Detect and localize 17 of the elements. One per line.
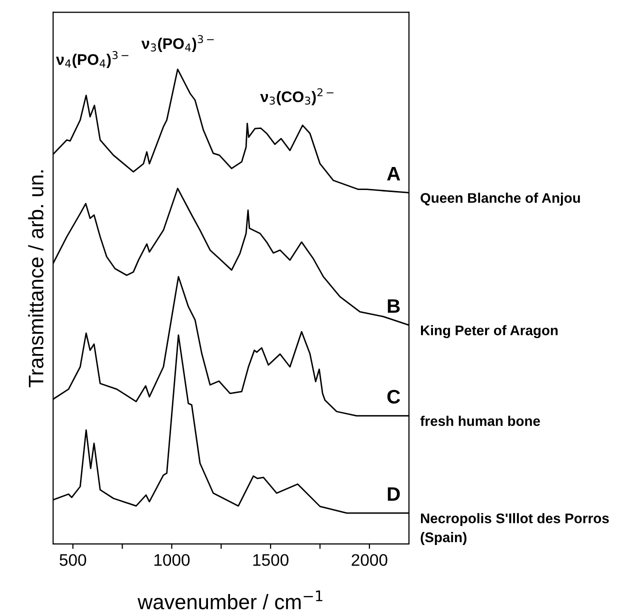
- series-label: C: [387, 390, 400, 404]
- text: Necropolis S'Illot des Porros (Spain): [420, 513, 609, 546]
- x-axis-title: wavenumber / cm$^{−1}$: [138, 590, 322, 610]
- series-label: A: [387, 166, 400, 180]
- series-label: D: [388, 487, 400, 501]
- text: King Peter of Aragon: [421, 325, 558, 338]
- text: ν$_{4}$(PO$_{4}$)$^{3−}$: [56, 51, 128, 68]
- text: ν$_{3}$(PO$_{4}$)$^{3−}$: [141, 35, 214, 52]
- x-tick-label: 2000: [352, 554, 388, 566]
- x-tick-label: 1000: [154, 554, 190, 566]
- x-tick-label: 1500: [253, 554, 288, 566]
- series-label: B: [388, 299, 400, 313]
- annotation: ν$_{3}$(CO$_{3}$)$^{2−}$: [260, 88, 334, 106]
- text: fresh human bone: [420, 416, 540, 426]
- text: Queen Blanche of Anjou: [420, 192, 580, 206]
- x-tick-label: 500: [60, 554, 86, 566]
- y-axis-title: Transmittance / arb. un.: [28, 170, 44, 388]
